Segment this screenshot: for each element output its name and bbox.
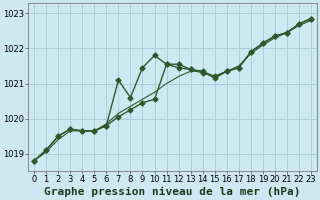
X-axis label: Graphe pression niveau de la mer (hPa): Graphe pression niveau de la mer (hPa) [44,187,301,197]
